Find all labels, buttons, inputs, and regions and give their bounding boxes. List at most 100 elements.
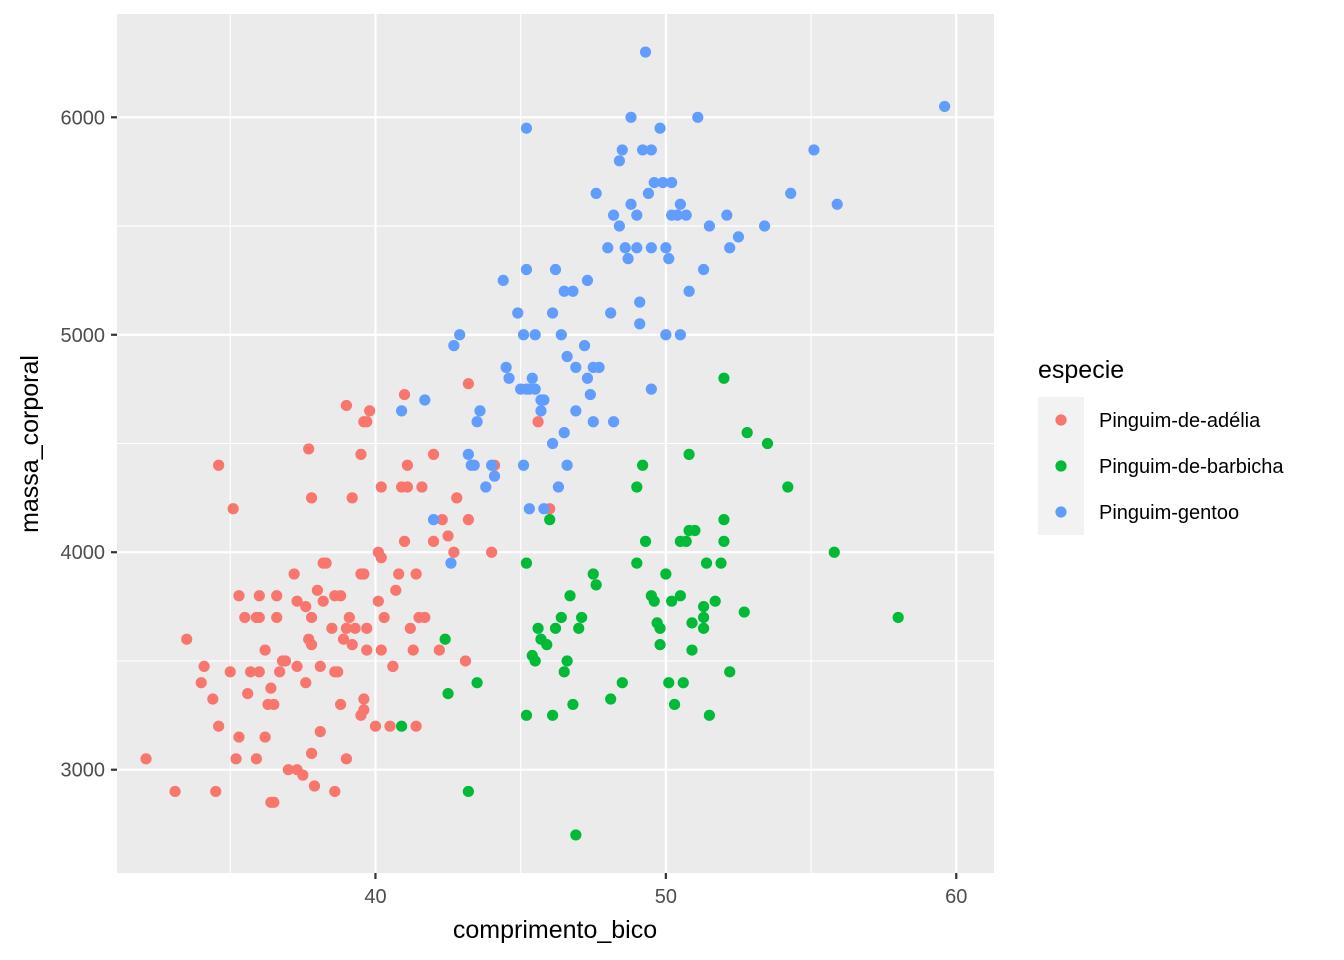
data-point-series-2 (666, 176, 678, 189)
data-point-series-0 (459, 655, 472, 667)
data-point-series-1 (637, 459, 649, 471)
data-point-series-0 (210, 785, 222, 798)
data-point-series-0 (419, 611, 431, 624)
data-point-series-0 (407, 644, 419, 656)
data-point-series-0 (300, 601, 312, 613)
data-point-series-1 (828, 546, 840, 558)
data-point-series-0 (227, 503, 239, 515)
data-point-series-0 (410, 568, 422, 580)
data-point-series-2 (474, 405, 486, 417)
data-point-series-0 (395, 481, 408, 493)
data-point-series-2 (462, 448, 474, 460)
data-point-series-2 (721, 209, 733, 221)
data-point-series-2 (645, 383, 657, 395)
data-point-series-0 (372, 595, 384, 607)
data-point-series-0 (364, 405, 376, 417)
data-point-series-2 (831, 198, 843, 210)
data-point-series-2 (631, 242, 643, 254)
x-tick-label: 50 (655, 886, 677, 908)
data-point-series-0 (250, 753, 262, 765)
data-point-series-0 (384, 720, 396, 732)
data-point-series-0 (230, 753, 242, 765)
data-point-series-2 (535, 405, 547, 417)
data-point-series-2 (674, 329, 686, 341)
x-axis: 40 50 60 (364, 873, 967, 908)
data-point-series-2 (529, 329, 541, 341)
data-point-series-1 (698, 601, 710, 613)
data-point-series-1 (654, 622, 666, 634)
data-point-series-0 (253, 590, 265, 602)
data-point-series-2 (486, 459, 498, 471)
data-point-series-2 (512, 307, 524, 319)
data-point-series-0 (253, 611, 265, 624)
data-point-series-0 (326, 622, 338, 634)
data-point-series-0 (375, 481, 387, 493)
data-point-series-1 (520, 557, 533, 569)
data-point-series-0 (291, 595, 303, 607)
y-tick-label: 3000 (61, 760, 106, 782)
data-point-series-2 (538, 503, 550, 515)
data-point-series-1 (590, 579, 602, 591)
data-point-series-2 (785, 187, 797, 200)
y-axis: 3000 4000 5000 6000 (61, 107, 117, 782)
data-point-series-2 (680, 209, 692, 221)
legend: especie Pinguim-de-adélia Pinguim-de-barb… (1038, 356, 1284, 535)
data-point-series-0 (343, 611, 355, 624)
data-point-series-0 (451, 492, 463, 504)
data-point-series-2 (625, 111, 637, 123)
data-point-series-2 (529, 383, 541, 395)
data-point-series-0 (462, 514, 474, 526)
data-point-series-0 (305, 747, 318, 759)
y-tick-label: 4000 (61, 542, 106, 564)
data-point-series-0 (314, 726, 326, 738)
data-point-series-2 (538, 394, 550, 406)
data-point-series-2 (497, 274, 509, 286)
data-point-series-2 (607, 209, 620, 221)
data-point-series-2 (613, 155, 625, 167)
data-point-series-2 (561, 350, 573, 363)
data-point-series-0 (387, 660, 399, 673)
data-point-series-2 (581, 372, 594, 384)
data-point-series-2 (581, 274, 594, 286)
data-point-series-1 (660, 568, 672, 580)
data-point-series-0 (532, 416, 544, 428)
data-point-series-0 (486, 546, 498, 558)
data-point-series-2 (703, 220, 716, 232)
data-point-series-1 (462, 785, 474, 798)
legend-items: Pinguim-de-adélia Pinguim-de-barbicha Ping… (1038, 397, 1284, 535)
data-point-series-1 (677, 677, 689, 689)
data-point-series-1 (631, 481, 643, 493)
data-point-series-0 (369, 720, 382, 732)
data-point-series-0 (274, 666, 286, 678)
data-point-series-1 (718, 535, 730, 547)
data-point-series-2 (558, 285, 570, 297)
data-point-series-0 (335, 590, 347, 602)
data-point-series-2 (503, 372, 515, 384)
data-point-series-0 (340, 399, 353, 412)
data-point-series-1 (738, 606, 750, 618)
data-point-series-0 (416, 481, 428, 493)
data-point-series-0 (340, 622, 353, 634)
data-point-series-2 (634, 296, 646, 308)
data-point-series-0 (427, 448, 440, 460)
data-point-series-0 (317, 595, 329, 607)
data-point-series-1 (439, 633, 451, 645)
legend-swatch (1055, 460, 1067, 472)
minor-gridlines (117, 14, 994, 873)
data-point-series-2 (657, 176, 669, 189)
data-point-series-0 (410, 720, 422, 732)
data-point-series-0 (358, 693, 370, 705)
data-point-series-2 (616, 144, 628, 156)
data-point-series-1 (616, 677, 628, 689)
data-point-series-0 (433, 644, 445, 656)
data-point-series-2 (546, 437, 559, 450)
data-point-series-1 (686, 617, 698, 629)
data-point-series-1 (587, 568, 599, 580)
data-point-series-2 (526, 372, 538, 384)
data-point-series-1 (471, 677, 483, 689)
data-point-series-0 (265, 682, 277, 694)
data-point-series-0 (308, 780, 321, 792)
data-point-series-0 (268, 698, 280, 711)
data-point-series-1 (529, 655, 541, 667)
